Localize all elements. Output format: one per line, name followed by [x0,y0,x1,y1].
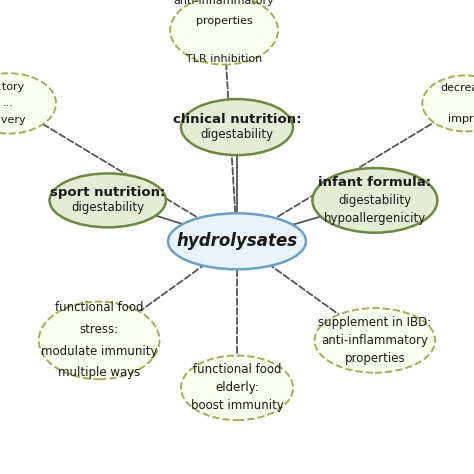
Text: digestability: digestability [201,128,273,141]
Text: multiple ways: multiple ways [58,366,140,380]
Text: clinical nutrition:: clinical nutrition: [173,113,301,126]
Text: anti-inflammatory: anti-inflammatory [173,0,274,6]
Text: hypoallergenicity: hypoallergenicity [324,212,426,225]
Text: hydrolysates: hydrolysates [176,232,298,250]
Ellipse shape [312,168,438,233]
Ellipse shape [168,213,306,269]
Text: modulate immunity: modulate immunity [41,345,157,358]
Ellipse shape [168,213,306,269]
Text: supplement in IBD:: supplement in IBD: [318,316,431,329]
Text: elderly:: elderly: [215,381,259,394]
Ellipse shape [170,0,278,64]
Ellipse shape [168,213,306,269]
Ellipse shape [39,301,159,379]
Text: ...very: ...very [0,115,27,125]
Text: properties: properties [196,16,253,26]
Text: boost immunity: boost immunity [191,400,283,412]
Text: ...tory: ...tory [0,82,25,91]
Ellipse shape [168,213,306,269]
Text: properties: properties [345,352,405,365]
Ellipse shape [168,213,306,269]
Text: functional food: functional food [55,301,143,314]
Ellipse shape [422,75,474,131]
Ellipse shape [181,99,293,155]
Ellipse shape [181,356,293,420]
Ellipse shape [168,213,306,269]
Text: impr...: impr... [447,114,474,124]
Text: infant formula:: infant formula: [319,176,431,189]
Text: sport nutrition:: sport nutrition: [50,186,165,200]
Ellipse shape [168,213,306,269]
Ellipse shape [50,173,166,228]
Text: TLR inhibition: TLR inhibition [186,54,262,64]
Ellipse shape [0,73,56,134]
Text: digestability: digestability [71,201,144,214]
Text: decrea...: decrea... [441,83,474,93]
Ellipse shape [168,213,306,269]
Text: anti-inflammatory: anti-inflammatory [321,334,428,347]
Ellipse shape [168,213,306,269]
Text: ...: ... [3,99,14,109]
Text: digestability: digestability [338,194,411,207]
Text: functional food: functional food [193,363,281,376]
Ellipse shape [168,213,306,269]
Ellipse shape [315,308,435,373]
Text: stress:: stress: [80,323,118,336]
Ellipse shape [168,213,306,269]
Ellipse shape [168,213,306,269]
